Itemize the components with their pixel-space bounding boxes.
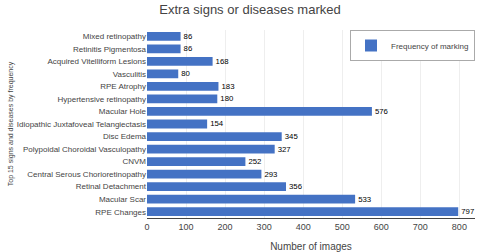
svg-text:Frequency of marking: Frequency of marking bbox=[391, 42, 468, 51]
svg-text:Vasculitis: Vasculitis bbox=[113, 70, 146, 79]
svg-text:RPE Atrophy: RPE Atrophy bbox=[100, 82, 146, 91]
svg-text:180: 180 bbox=[220, 94, 234, 103]
svg-text:Central Serous Chorioretinopat: Central Serous Chorioretinopathy bbox=[27, 170, 146, 179]
svg-text:Retinal Detachment: Retinal Detachment bbox=[76, 182, 147, 191]
svg-text:Mixed retinopathy: Mixed retinopathy bbox=[83, 32, 146, 41]
svg-text:Macular Scar: Macular Scar bbox=[99, 195, 146, 204]
svg-text:0: 0 bbox=[144, 222, 149, 232]
svg-text:Extra signs or diseases marked: Extra signs or diseases marked bbox=[159, 2, 340, 17]
svg-text:Idiopathic Juxtafoveal Telangi: Idiopathic Juxtafoveal Telangiectasis bbox=[17, 120, 146, 129]
svg-text:500: 500 bbox=[335, 222, 350, 232]
svg-text:800: 800 bbox=[452, 222, 467, 232]
svg-text:345: 345 bbox=[285, 132, 298, 141]
svg-text:86: 86 bbox=[184, 44, 193, 53]
svg-text:Acquired Vitelliform Lesions: Acquired Vitelliform Lesions bbox=[47, 57, 146, 66]
svg-text:300: 300 bbox=[257, 222, 272, 232]
svg-text:293: 293 bbox=[264, 170, 277, 179]
svg-text:168: 168 bbox=[216, 57, 229, 66]
svg-text:RPE Changes: RPE Changes bbox=[95, 208, 146, 217]
svg-text:400: 400 bbox=[296, 222, 311, 232]
svg-text:533: 533 bbox=[358, 195, 371, 204]
svg-text:Hypertensive retinopathy: Hypertensive retinopathy bbox=[58, 95, 147, 104]
svg-text:327: 327 bbox=[278, 145, 291, 154]
svg-text:154: 154 bbox=[210, 119, 224, 128]
svg-text:Macular Hole: Macular Hole bbox=[99, 107, 147, 116]
svg-text:797: 797 bbox=[461, 207, 474, 216]
svg-text:200: 200 bbox=[218, 222, 233, 232]
svg-text:Number of images: Number of images bbox=[270, 241, 352, 252]
svg-text:Retinitis Pigmentosa: Retinitis Pigmentosa bbox=[73, 45, 146, 54]
svg-text:700: 700 bbox=[413, 222, 428, 232]
svg-text:576: 576 bbox=[375, 107, 388, 116]
svg-text:80: 80 bbox=[181, 69, 190, 78]
svg-text:356: 356 bbox=[289, 182, 302, 191]
svg-text:86: 86 bbox=[184, 32, 193, 41]
svg-text:100: 100 bbox=[179, 222, 194, 232]
svg-text:252: 252 bbox=[248, 157, 261, 166]
svg-text:Disc Edema: Disc Edema bbox=[103, 132, 147, 141]
svg-text:CNVM: CNVM bbox=[122, 157, 146, 166]
svg-text:Top 15 signs and diseases by f: Top 15 signs and diseases by frequency bbox=[7, 61, 15, 186]
svg-text:Polypoidal Choroidal Vasculopa: Polypoidal Choroidal Vasculopathy bbox=[23, 145, 146, 154]
svg-text:600: 600 bbox=[374, 222, 389, 232]
svg-text:183: 183 bbox=[221, 82, 234, 91]
